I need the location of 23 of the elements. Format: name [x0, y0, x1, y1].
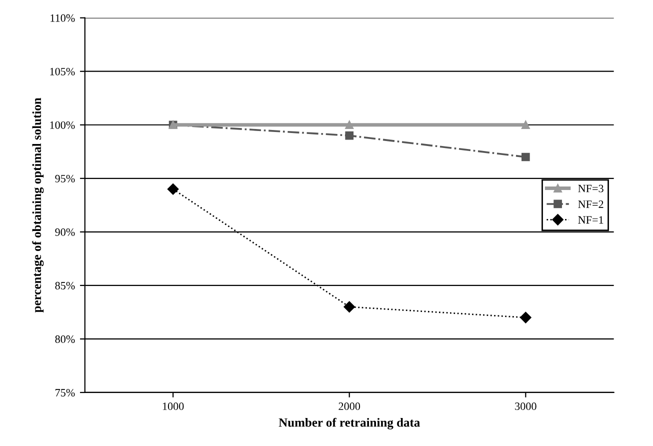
point	[344, 301, 355, 312]
point	[167, 184, 179, 195]
y-tick-label: 85%	[55, 282, 75, 290]
x-tick-label: 1000	[162, 402, 184, 410]
y-tick-label: 100%	[50, 121, 75, 129]
x-tick-label: 2000	[338, 402, 360, 410]
y-tick-label: 110%	[50, 14, 75, 22]
y-axis-title: percentage of obtaining optimal solution	[32, 98, 44, 313]
y-tick-label: 95%	[55, 174, 75, 182]
point	[345, 131, 354, 140]
point	[522, 120, 530, 130]
point	[522, 152, 530, 162]
y-tick-label: 75%	[56, 388, 75, 396]
x-axis-title: Number of retraining data	[278, 418, 420, 430]
y-tick-label: 90%	[55, 228, 75, 236]
legend-label: NF=3	[578, 184, 604, 192]
legend-label: NF=2	[578, 200, 604, 208]
y-tick-label: 80%	[55, 335, 75, 343]
x-tick-label: 3000	[515, 402, 536, 410]
legend-label: NF=1	[578, 216, 604, 224]
point	[520, 312, 532, 324]
y-tick-label: 105%	[50, 68, 75, 76]
point	[345, 120, 354, 130]
